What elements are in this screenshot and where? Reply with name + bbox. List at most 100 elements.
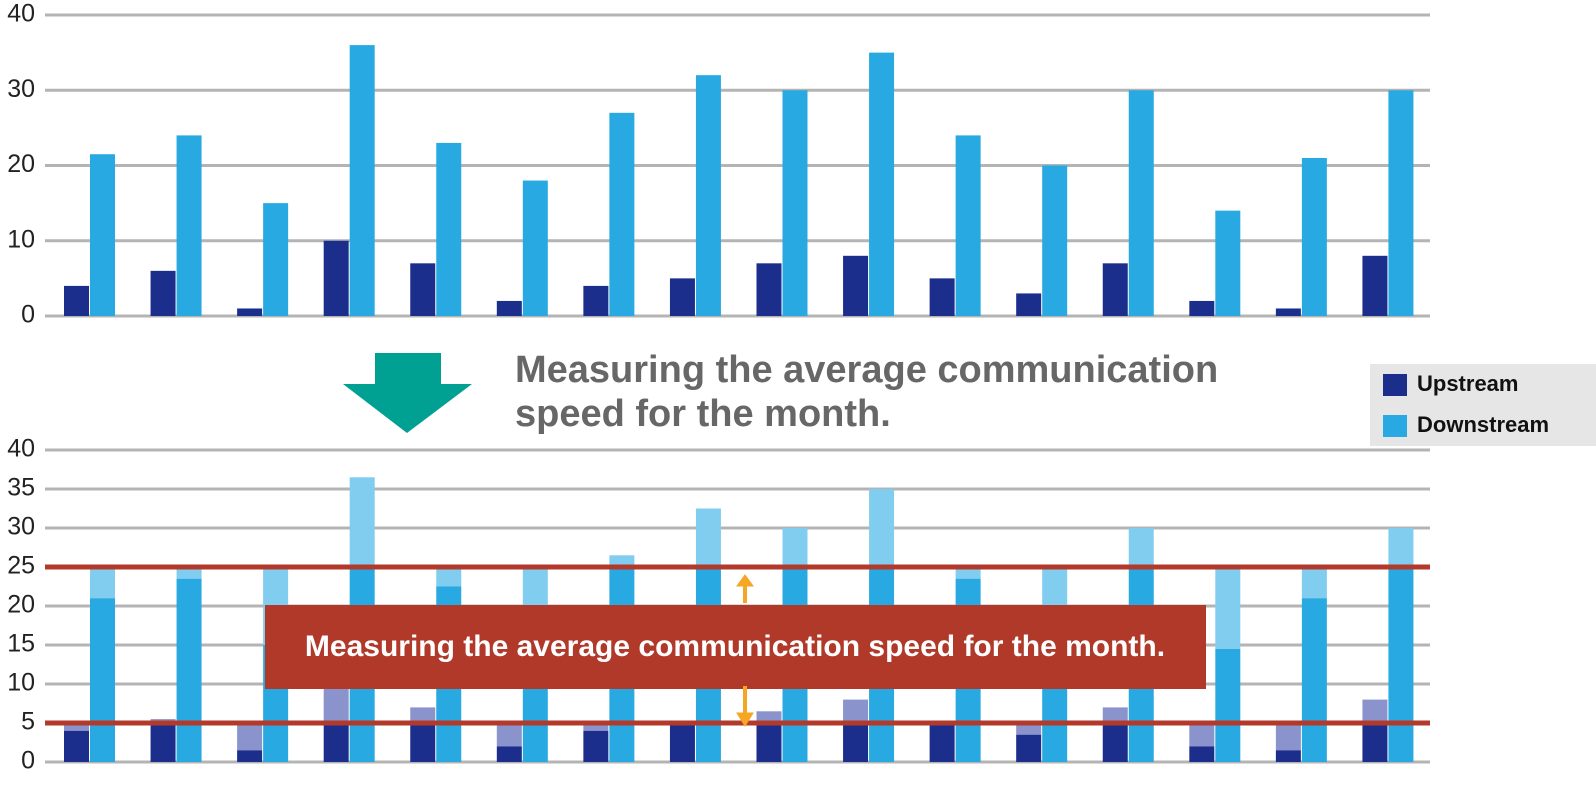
bar: [496, 746, 522, 762]
bar: [1388, 90, 1414, 316]
bar-excess: [869, 489, 895, 567]
y-tick-label: 30: [7, 513, 35, 541]
chart: 0 10 20 30 40: [7, 0, 1430, 329]
y-tick-label: 15: [7, 630, 35, 658]
banner: Measuring the average communication spee…: [265, 574, 1206, 727]
bar: [496, 300, 522, 316]
bar: [323, 240, 349, 316]
bar: [609, 112, 635, 316]
bar: [1301, 157, 1327, 316]
bar: [869, 52, 895, 316]
bar-excess: [1215, 567, 1241, 649]
bar-excess: [496, 723, 522, 747]
bar-excess: [410, 707, 436, 723]
bar: [843, 723, 869, 762]
bar: [583, 285, 609, 316]
bar: [90, 154, 115, 316]
bar: [263, 203, 289, 316]
bar-excess: [1301, 567, 1327, 599]
bar-excess: [583, 723, 609, 731]
bar-excess: [955, 567, 981, 579]
bar: [522, 180, 548, 316]
y-tick-label: 40: [7, 0, 35, 28]
bar-excess: [1388, 528, 1414, 567]
bar-excess: [349, 477, 375, 567]
bar: [1362, 255, 1388, 316]
bar: [669, 278, 695, 316]
down-arrow: [343, 353, 472, 433]
y-tick-label: 30: [7, 75, 35, 103]
bar: [176, 135, 202, 316]
bar: [1275, 750, 1301, 762]
bar: [64, 285, 89, 316]
y-tick-label: 10: [7, 225, 35, 253]
bar: [756, 723, 782, 762]
bar: [1102, 723, 1128, 762]
bar: [436, 142, 462, 316]
bar-excess: [176, 567, 202, 579]
legend-label: Upstream: [1417, 371, 1518, 396]
bar: [1016, 293, 1042, 316]
y-tick-label: 0: [21, 747, 35, 775]
caption-box: Measuring the average communication spee…: [515, 349, 1218, 435]
y-tick-label: 20: [7, 150, 35, 178]
bar: [1016, 734, 1042, 762]
bar: [1042, 165, 1068, 316]
bar: [1388, 567, 1414, 762]
bar-excess: [1042, 567, 1068, 606]
bar-excess: [609, 555, 635, 567]
bar: [410, 263, 436, 316]
bar-excess: [1275, 723, 1301, 751]
y-tick-label: 5: [21, 708, 35, 736]
arrow-head: [736, 574, 754, 587]
bar: [1362, 723, 1388, 762]
bar: [176, 578, 202, 762]
bar-excess: [1362, 699, 1388, 723]
bar: [349, 45, 375, 316]
legend-box: [1370, 364, 1596, 446]
y-tick-label: 25: [7, 552, 35, 580]
legend-swatch: [1383, 374, 1407, 396]
bar-excess: [1128, 528, 1154, 567]
bar-excess: [237, 723, 263, 751]
bar: [756, 263, 782, 316]
bar-excess: [843, 699, 869, 723]
bar: [843, 255, 869, 316]
bar: [410, 723, 436, 762]
bar-excess: [90, 567, 115, 599]
bar: [90, 598, 115, 762]
y-tick-label: 35: [7, 474, 35, 502]
bar: [929, 723, 955, 762]
bar: [237, 750, 263, 762]
bar-excess: [1189, 723, 1215, 747]
bar-excess: [64, 723, 89, 731]
bar: [583, 730, 609, 762]
legend: Upstream Downstream: [1383, 371, 1549, 437]
bar: [237, 308, 263, 316]
bar-excess: [436, 567, 462, 587]
bar: [64, 730, 89, 762]
y-tick-label: 10: [7, 669, 35, 697]
banner-text: Measuring the average communication spee…: [305, 630, 1165, 663]
arrow-head: [736, 712, 754, 727]
bar-excess: [1102, 707, 1128, 723]
bar: [150, 270, 176, 316]
bar-excess: [782, 528, 808, 567]
chart: 0 5 10 15 20 25 30 35 40: [7, 435, 1430, 775]
bar: [1275, 308, 1301, 316]
bar: [782, 90, 808, 316]
y-tick-label: 40: [7, 435, 35, 463]
bar: [1102, 263, 1128, 316]
bar: [695, 75, 721, 316]
bar: [150, 723, 176, 762]
bar: [955, 135, 981, 316]
range-arrows: [736, 574, 754, 727]
banner-bg: [265, 605, 1206, 689]
bar: [1301, 598, 1327, 762]
bar: [323, 723, 349, 762]
bar: [1189, 746, 1215, 762]
bar: [1215, 210, 1241, 316]
bar: [929, 278, 955, 316]
bar: [669, 723, 695, 762]
